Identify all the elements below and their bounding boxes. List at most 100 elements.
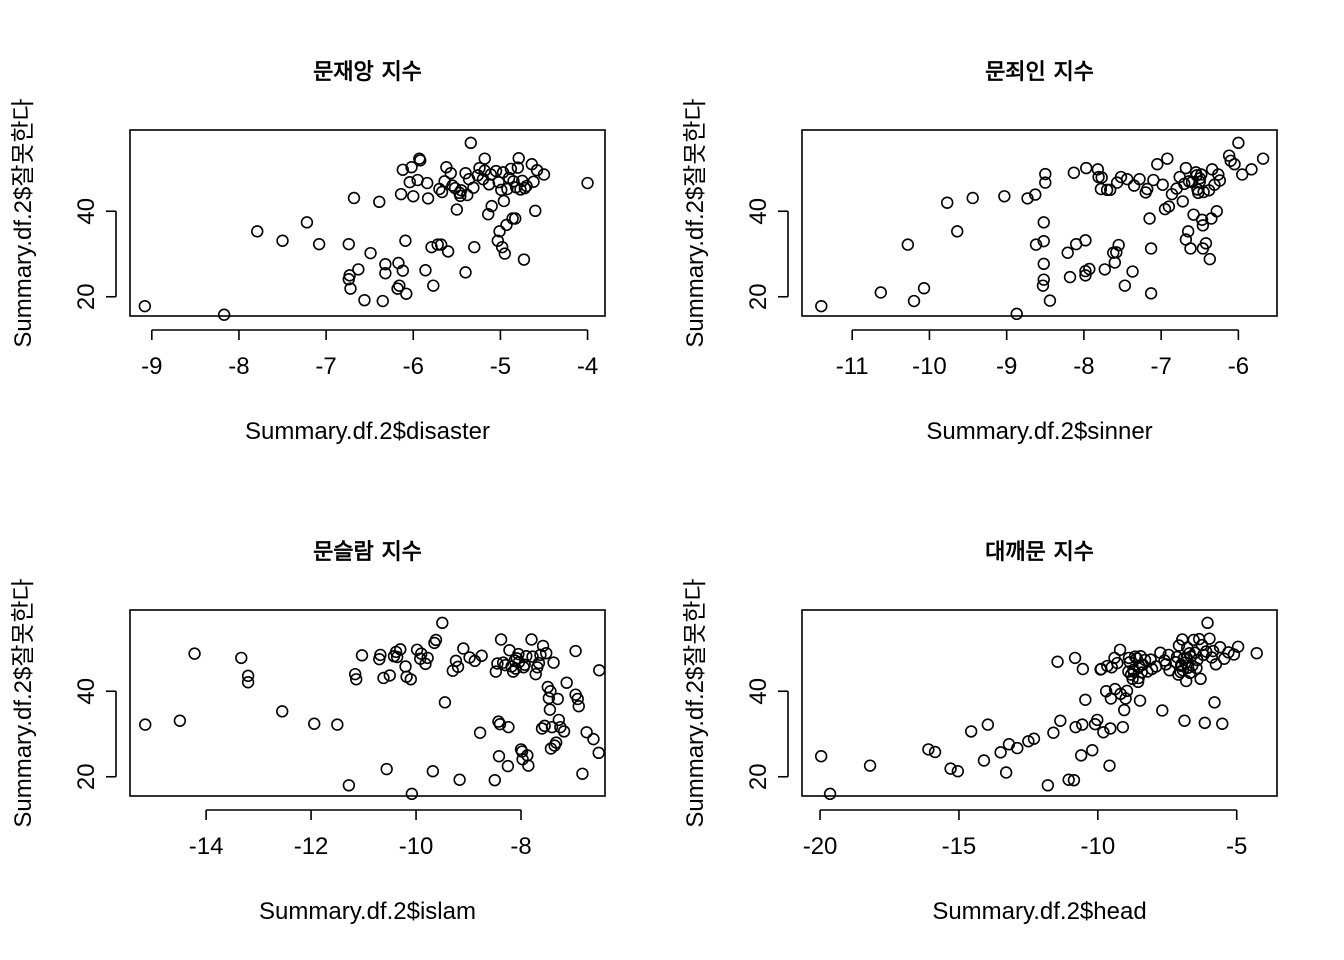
data-point [1061,246,1074,259]
x-tick-label: -9 [141,353,162,380]
data-point [403,175,416,189]
data-point [1112,238,1125,252]
data-point [572,700,585,713]
data-point [379,258,392,271]
data-point [1119,692,1132,705]
data-point [188,647,201,660]
data-point [421,192,435,205]
data-point [1195,168,1208,181]
data-point [1224,154,1237,167]
data-point [1143,212,1156,225]
data-point [488,773,501,787]
data-points [814,616,1263,801]
data-point [1051,655,1064,668]
data-point [441,245,455,258]
y-tick-label: 40 [745,198,772,225]
data-point [994,746,1007,759]
data-point [1245,163,1258,176]
data-point [449,654,463,668]
y-tick-label: 40 [73,198,100,225]
data-point [1209,658,1223,671]
plot-frame [801,609,1278,797]
data-point [454,189,467,203]
data-point [547,656,560,669]
data-point [1118,279,1132,292]
data-point [300,216,314,229]
data-point [276,234,289,247]
data-points [815,136,1270,321]
data-point [944,762,957,775]
data-point [1181,225,1195,238]
data-point [1184,242,1197,255]
data-point [1011,741,1024,755]
panel-title: 문죄인 지수 [985,60,1094,85]
data-point [1162,648,1175,662]
data-point [1029,188,1042,201]
data-point [1037,257,1050,271]
data-point [1161,152,1174,165]
data-point [1037,216,1050,229]
scatter-panel-2: 문죄인 지수-11 -10 -9 -8 -7 -62040Summary.df.2$sin… [682,60,1278,445]
data-point [419,657,432,671]
x-tick-label: -9 [996,353,1017,380]
plot-frame [801,129,1278,317]
data-point [485,199,498,213]
data-point [535,722,549,735]
data-point [1122,651,1136,665]
data-point [1141,182,1154,196]
data-point [379,267,392,280]
x-tick-label: -12 [294,833,329,860]
data-point [1080,161,1093,175]
data-points [139,616,606,801]
data-point [331,718,344,731]
data-point [907,294,921,308]
data-point [544,685,557,698]
data-point [1156,704,1169,717]
data-point [459,166,472,180]
data-point [343,269,356,282]
data-point [380,762,393,776]
data-point [347,191,361,205]
data-point [512,647,525,661]
data-point [1079,693,1092,706]
data-point [1111,656,1124,670]
x-tick-label: -8 [510,833,531,860]
plot-frame [129,129,606,317]
data-point [1176,195,1189,208]
x-axis: -14 -12 -10 -8 [189,809,532,860]
data-point [511,161,525,174]
data-point [1083,262,1096,276]
data-point [399,660,412,673]
data-point [951,764,965,778]
data-point [571,692,584,706]
scatter-panel-3: 문슬람 지수-14 -12 -10 -82040Summary.df.2$islamS… [10,540,606,925]
data-point [498,247,511,260]
data-point [966,191,979,205]
data-point [1076,718,1089,731]
x-tick-label: -20 [803,833,838,860]
data-point [451,660,465,674]
data-point [1103,183,1117,197]
data-point [1179,161,1193,175]
data-point [1069,720,1082,734]
x-axis-label: Summary.df.2$disaster [245,418,490,445]
data-point [1222,149,1236,162]
data-point [419,264,432,277]
data-point [1122,665,1135,678]
data-point [922,743,935,756]
data-point [522,759,535,772]
data-point [529,667,542,681]
y-tick-label: 20 [745,283,772,310]
data-point [393,279,406,292]
data-point [342,237,355,251]
data-point [504,162,518,176]
data-point [1079,269,1092,282]
data-point [1047,726,1060,739]
y-tick-label: 40 [745,678,772,705]
data-point [581,176,594,190]
data-point [1120,684,1134,698]
data-point [1205,651,1218,664]
data-point [433,182,446,196]
data-point [400,287,413,300]
